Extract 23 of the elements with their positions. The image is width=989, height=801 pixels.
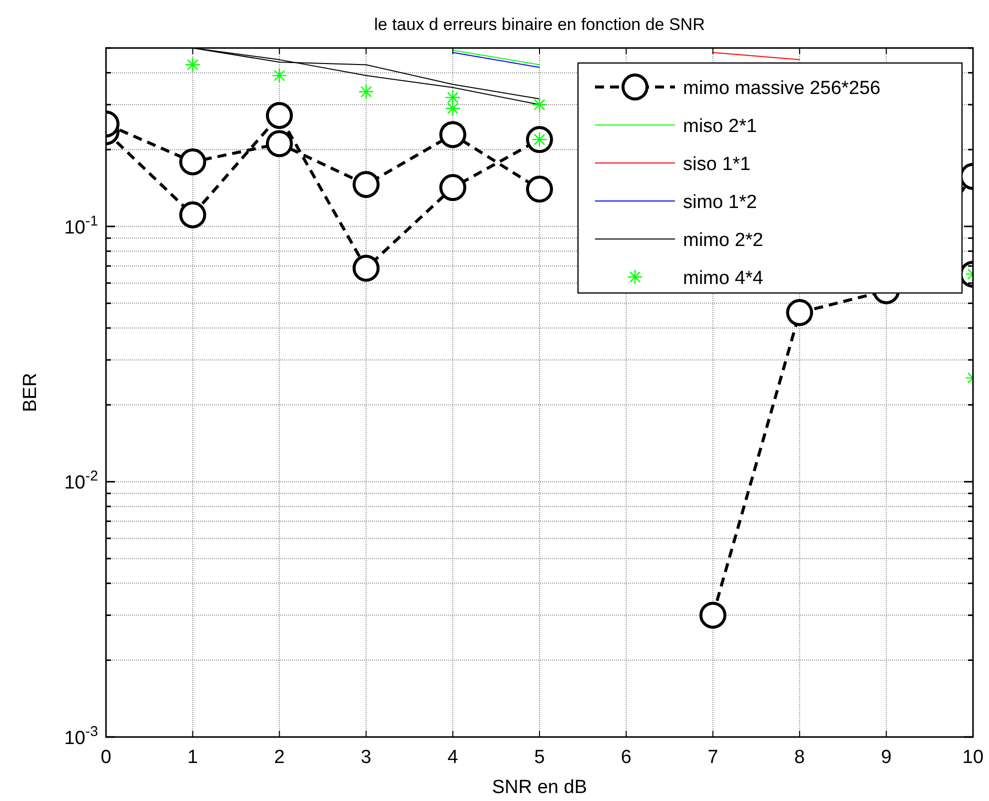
- x-tick-label: 3: [360, 747, 372, 768]
- y-axis-title: BER: [20, 372, 41, 412]
- legend-label: mimo 4*4: [683, 268, 764, 289]
- x-tick-label: 0: [100, 747, 112, 768]
- y-tick-label: 10$^{-2}$: [64, 468, 98, 494]
- legend-label: miso 2*1: [683, 116, 757, 137]
- x-tick-label: 7: [708, 747, 718, 768]
- x-tick-label: 6: [620, 747, 632, 768]
- y-tick-label: 10$^{-1}$: [64, 213, 98, 238]
- x-tick-label: 5: [534, 747, 545, 768]
- y-tick-label: 10$^{-3}$: [64, 724, 98, 749]
- x-tick-label: 1: [187, 747, 198, 768]
- x-tick-label: 4: [448, 747, 459, 768]
- chart-title: le taux d erreurs binaire en fonction de SNR: [374, 15, 705, 34]
- x-tick-label: 10: [962, 747, 984, 768]
- x-tick-label: 2: [274, 747, 285, 768]
- x-tick-label: 8: [794, 747, 805, 768]
- x-tick-label: 9: [881, 747, 892, 768]
- legend-label: siso 1*1: [683, 154, 751, 175]
- legend-label: simo 1*2: [683, 192, 757, 213]
- legend-label: mimo 2*2: [683, 230, 764, 251]
- x-axis-title: SNR en dB: [492, 777, 588, 798]
- legend-label: mimo massive 256*256: [683, 78, 880, 99]
